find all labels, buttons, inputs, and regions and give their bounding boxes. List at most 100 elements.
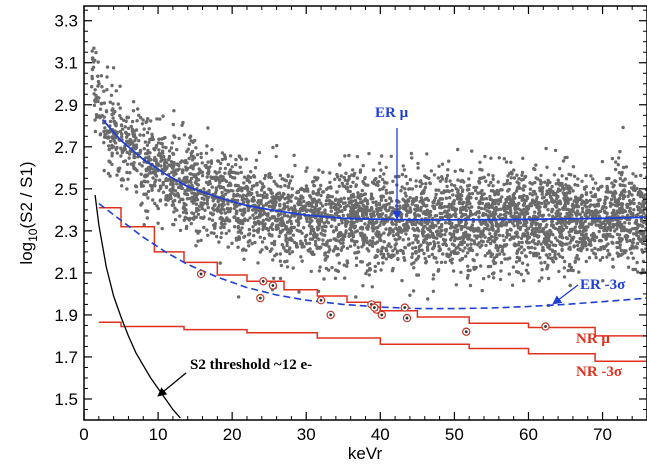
scatter-point bbox=[161, 145, 165, 149]
scatter-point bbox=[448, 231, 452, 236]
scatter-point bbox=[355, 211, 359, 216]
scatter-point bbox=[276, 195, 280, 199]
scatter-point bbox=[388, 215, 392, 220]
scatter-point bbox=[636, 212, 640, 216]
scatter-point bbox=[235, 218, 239, 223]
scatter-point bbox=[505, 178, 510, 183]
scatter-point bbox=[639, 173, 643, 178]
x-tick-label: 50 bbox=[445, 425, 464, 444]
scatter-point bbox=[130, 119, 135, 124]
scatter-point bbox=[124, 135, 129, 139]
scatter-point bbox=[524, 268, 529, 272]
scatter-point bbox=[635, 246, 639, 250]
scatter-point bbox=[161, 190, 166, 194]
scatter-point bbox=[563, 204, 568, 208]
scatter-point bbox=[371, 211, 376, 216]
scatter-point bbox=[411, 241, 415, 245]
er-minus3sigma-line bbox=[98, 202, 647, 310]
scatter-point bbox=[453, 212, 457, 217]
scatter-point bbox=[185, 197, 190, 201]
scatter-point bbox=[189, 176, 194, 181]
scatter-point bbox=[156, 162, 161, 166]
scatter-point bbox=[439, 197, 443, 201]
scatter-point bbox=[467, 192, 472, 196]
scatter-point bbox=[114, 89, 119, 93]
scatter-point bbox=[496, 229, 500, 233]
scatter-point bbox=[479, 235, 483, 239]
scatter-point bbox=[447, 189, 451, 194]
scatter-point bbox=[335, 253, 339, 257]
scatter-point bbox=[169, 187, 173, 192]
scatter-point bbox=[365, 247, 369, 251]
scatter-point bbox=[568, 247, 572, 251]
scatter-point bbox=[520, 198, 524, 202]
scatter-point bbox=[560, 248, 564, 252]
scatter-point bbox=[417, 214, 421, 218]
scatter-point bbox=[612, 191, 616, 195]
scatter-point bbox=[202, 215, 206, 219]
scatter-point bbox=[107, 147, 111, 152]
scatter-point bbox=[226, 245, 230, 249]
scatter-point bbox=[623, 221, 627, 225]
scatter-point bbox=[176, 168, 180, 172]
scatter-point bbox=[519, 236, 524, 241]
scatter-point bbox=[228, 168, 233, 172]
scatter-point bbox=[287, 219, 292, 223]
scatter-point bbox=[578, 229, 582, 233]
scatter-point bbox=[397, 237, 401, 241]
scatter-point bbox=[593, 238, 597, 243]
scatter-point bbox=[161, 114, 165, 118]
scatter-point bbox=[520, 240, 524, 245]
scatter-point bbox=[390, 222, 395, 226]
scatter-point bbox=[145, 174, 149, 178]
scatter-point bbox=[587, 242, 591, 247]
scatter-point bbox=[373, 269, 377, 273]
scatter-point bbox=[246, 208, 251, 213]
scatter-point bbox=[414, 245, 418, 250]
scatter-point bbox=[387, 202, 391, 206]
scatter-point bbox=[450, 204, 454, 209]
scatter-point bbox=[552, 173, 557, 177]
scatter-point bbox=[336, 247, 340, 251]
scatter-point bbox=[348, 227, 352, 231]
scatter-point bbox=[501, 245, 505, 249]
scatter-point bbox=[603, 201, 607, 205]
scatter-point bbox=[286, 214, 290, 218]
scatter-point bbox=[367, 273, 371, 277]
scatter-point bbox=[382, 240, 386, 244]
scatter-point bbox=[157, 152, 161, 156]
scatter-point bbox=[382, 172, 386, 176]
scatter-point bbox=[551, 233, 555, 237]
scatter-point bbox=[220, 231, 224, 235]
y-axis-title-main: log bbox=[17, 242, 36, 265]
scatter-point bbox=[459, 185, 463, 189]
scatter-point bbox=[384, 188, 388, 192]
scatter-point bbox=[535, 204, 539, 208]
scatter-point bbox=[116, 167, 121, 171]
scatter-point bbox=[131, 109, 136, 113]
scatter-point bbox=[305, 166, 309, 170]
scatter-point bbox=[290, 187, 294, 191]
scatter-point bbox=[314, 204, 319, 208]
scatter-point bbox=[377, 235, 381, 239]
scatter-point bbox=[226, 202, 230, 206]
scatter-point bbox=[455, 228, 460, 232]
scatter-point bbox=[339, 199, 343, 203]
scatter-point bbox=[549, 196, 553, 200]
scatter-point bbox=[427, 176, 431, 181]
y-tick-label: 3.1 bbox=[54, 54, 78, 73]
scatter-point bbox=[602, 228, 606, 233]
scatter-point bbox=[104, 135, 108, 139]
scatter-point bbox=[469, 196, 473, 200]
scatter-point bbox=[532, 189, 536, 194]
scatter-point bbox=[596, 248, 600, 252]
scatter-point bbox=[317, 269, 322, 273]
scatter-point bbox=[236, 245, 240, 249]
scatter-point bbox=[538, 255, 542, 260]
scatter-point bbox=[164, 161, 169, 165]
scatter-point bbox=[312, 252, 316, 257]
scatter-point bbox=[591, 177, 595, 181]
scatter-point bbox=[556, 187, 561, 191]
scatter-point bbox=[343, 201, 347, 205]
scatter-point bbox=[134, 145, 139, 150]
